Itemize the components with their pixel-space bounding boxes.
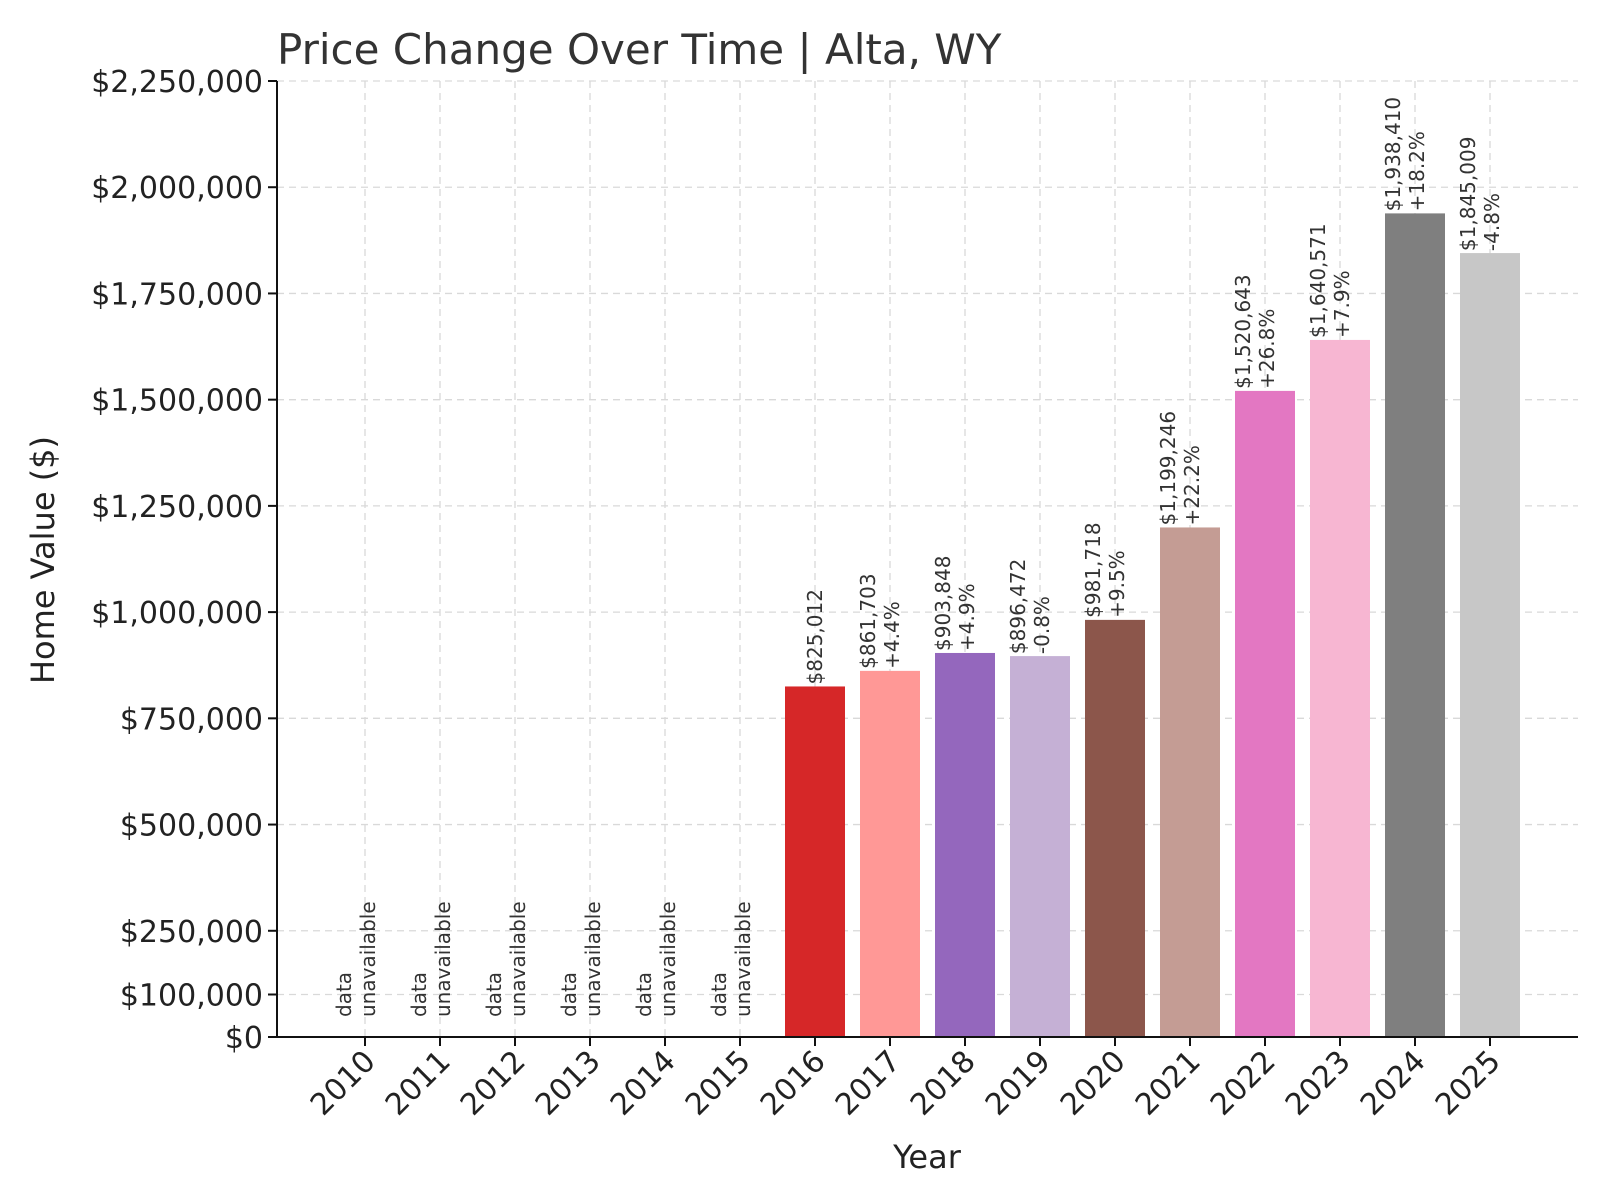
bar-2021 <box>1160 527 1220 1037</box>
bar-2025 <box>1460 253 1520 1037</box>
data-unavailable-label: dataunavailable <box>632 901 680 1017</box>
bars <box>785 213 1520 1038</box>
bar-2018 <box>935 652 995 1037</box>
x-tick-label: 2016 <box>754 1044 833 1123</box>
x-tick-label: 2025 <box>1429 1044 1508 1123</box>
bar-value-label: $981,718+9.5% <box>1081 522 1129 617</box>
bar-2020 <box>1085 619 1145 1037</box>
x-tick-label: 2019 <box>979 1044 1058 1123</box>
y-tick-label: $0 <box>225 1021 263 1056</box>
bar-value-label: $825,012 <box>803 589 827 684</box>
x-tick-label: 2014 <box>604 1044 683 1123</box>
y-tick-label: $1,500,000 <box>91 384 263 419</box>
bar-2016 <box>785 686 845 1037</box>
bar-value-label: $1,199,246+22.2% <box>1156 411 1204 526</box>
data-unavailable-label: dataunavailable <box>707 901 755 1017</box>
data-unavailable-label: dataunavailable <box>332 901 380 1017</box>
x-tick-label: 2011 <box>379 1044 458 1123</box>
chart-title: Price Change Over Time | Alta, WY <box>277 25 1002 74</box>
x-axis-label: Year <box>892 1138 962 1176</box>
x-tick-label: 2010 <box>304 1044 383 1123</box>
bar-value-label: $1,938,410+18.2% <box>1381 97 1429 212</box>
data-unavailable-label: dataunavailable <box>407 901 455 1017</box>
y-tick-label: $250,000 <box>120 915 263 950</box>
y-tick-label: $750,000 <box>120 702 263 737</box>
bar-2022 <box>1235 390 1295 1037</box>
y-axis-label: Home Value ($) <box>24 436 62 684</box>
x-tick-label: 2013 <box>529 1044 608 1123</box>
y-tick-label: $2,000,000 <box>91 171 263 206</box>
bar-2024 <box>1385 213 1445 1038</box>
grid <box>277 80 1578 1038</box>
x-tick-label: 2021 <box>1129 1044 1208 1123</box>
x-tick-label: 2024 <box>1354 1044 1433 1123</box>
bar-labels: dataunavailable dataunavailable dataunavai… <box>332 97 1504 1017</box>
bar-2017 <box>860 670 920 1037</box>
x-tick-label: 2022 <box>1204 1044 1283 1123</box>
bar-value-label: $1,640,571+7.9% <box>1306 223 1354 338</box>
bar-2023 <box>1310 339 1370 1038</box>
y-tick-label: $1,750,000 <box>91 277 263 312</box>
y-tick-label: $1,250,000 <box>91 490 263 525</box>
x-tick-label: 2017 <box>829 1044 908 1123</box>
data-unavailable-label: dataunavailable <box>557 901 605 1017</box>
y-tick-label: $1,000,000 <box>91 596 263 631</box>
data-unavailable-label: dataunavailable <box>482 901 530 1017</box>
x-tick-label: 2018 <box>904 1044 983 1123</box>
x-tick-label: 2015 <box>679 1044 758 1123</box>
x-tick-label: 2023 <box>1279 1044 1358 1123</box>
x-tick-label: 2020 <box>1054 1044 1133 1123</box>
x-axis-ticks: 2010201120122013201420152016201720182019… <box>304 1037 1508 1123</box>
x-tick-label: 2012 <box>454 1044 533 1123</box>
bar-value-label: $861,703+4.4% <box>856 573 904 668</box>
bar-value-label: $896,472-0.8% <box>1006 559 1054 654</box>
bar-value-label: $1,845,009-4.8% <box>1456 137 1504 252</box>
y-axis-ticks: $0 $100,000 $250,000 $500,000 $750,000 $1,000… <box>91 65 277 1056</box>
bar-value-label: $1,520,643+26.8% <box>1231 274 1279 389</box>
y-tick-label: $2,250,000 <box>91 65 263 100</box>
bar-2019 <box>1010 656 1070 1037</box>
y-tick-label: $100,000 <box>120 979 263 1014</box>
y-tick-label: $500,000 <box>120 809 263 844</box>
bar-value-label: $903,848+4.9% <box>931 556 979 651</box>
